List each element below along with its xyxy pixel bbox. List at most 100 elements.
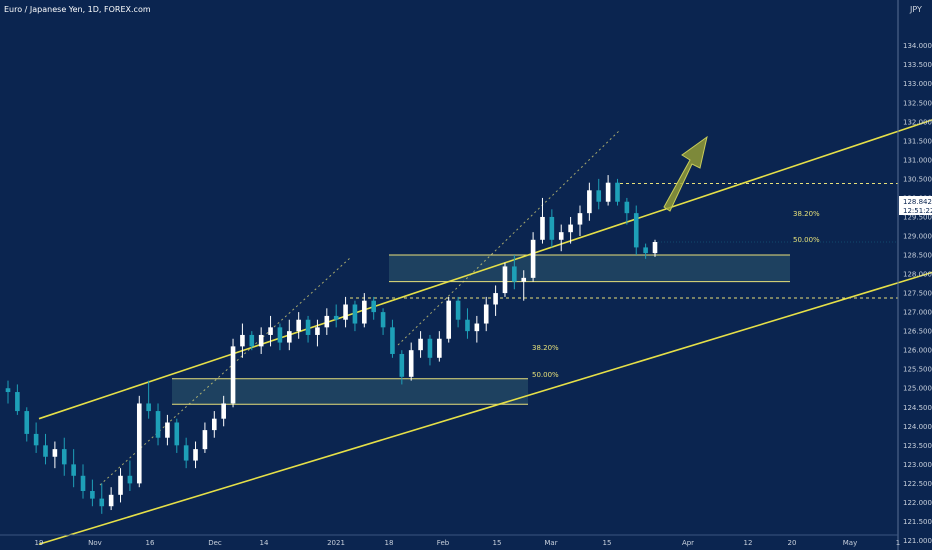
price-tick-label: 131.500 xyxy=(903,137,932,145)
candle xyxy=(15,384,20,415)
price-tick-label: 132.500 xyxy=(903,99,932,107)
price-tick-label: 132.000 xyxy=(903,118,932,126)
candle xyxy=(324,308,330,335)
candle xyxy=(605,175,611,206)
price-tick-label: 122.500 xyxy=(903,480,932,488)
price-tick-label: 133.500 xyxy=(903,61,932,69)
time-tick-label: Feb xyxy=(437,539,450,547)
fib-label-lower-382: 38.20% xyxy=(532,344,559,352)
candle xyxy=(483,296,489,332)
price-tick-label: 130.500 xyxy=(903,175,932,183)
candle xyxy=(24,407,30,442)
candle xyxy=(624,197,630,225)
candle xyxy=(399,350,405,385)
time-tick-label: 15 xyxy=(493,539,502,547)
candle xyxy=(240,323,245,358)
fib-label-lower-500: 50.00% xyxy=(532,371,559,379)
candle xyxy=(287,319,292,351)
time-tick-label: Nov xyxy=(88,539,102,547)
candle xyxy=(108,487,114,511)
time-tick-label: 18 xyxy=(385,539,394,547)
candle xyxy=(315,319,320,347)
price-tick-label: 125.500 xyxy=(903,366,932,374)
candle xyxy=(568,216,573,244)
candle xyxy=(427,334,433,366)
price-tick-label: 128.500 xyxy=(903,252,932,260)
chart-title: Euro / Japanese Yen, 1D, FOREX.com xyxy=(4,5,151,14)
candle xyxy=(493,285,498,316)
fib-label-upper-500: 50.00% xyxy=(793,236,820,244)
price-tick-label: 124.500 xyxy=(903,404,932,412)
candle xyxy=(305,315,311,343)
price-axis[interactable]: 121.000 121.500 122.000 122.500 123.000 123.5… xyxy=(897,0,932,550)
candle xyxy=(268,315,273,347)
candle xyxy=(371,296,376,320)
candle xyxy=(587,182,592,221)
candle xyxy=(549,209,555,248)
candle xyxy=(71,449,76,488)
time-tick-label: 2021 xyxy=(327,539,345,547)
candle xyxy=(455,296,461,328)
candle xyxy=(465,308,470,339)
price-tick-label: 134.000 xyxy=(903,42,932,50)
channel-lower-line xyxy=(38,271,932,546)
time-axis[interactable]: 19 Nov 16 Dec 14 2021 18 Feb 15 Mar 15 Apr 12 20 May 1 xyxy=(0,534,900,547)
candle xyxy=(558,224,564,252)
candle xyxy=(446,296,452,343)
candle xyxy=(33,422,39,453)
price-tick-label: 131.000 xyxy=(903,156,932,164)
candle xyxy=(577,205,583,236)
time-tick-label: Apr xyxy=(682,539,694,547)
candle xyxy=(502,262,508,297)
price-tick-label: 126.500 xyxy=(903,328,932,336)
forecast-arrow xyxy=(663,135,708,212)
candle xyxy=(61,437,67,476)
price-tick-label: 127.500 xyxy=(903,290,932,298)
price-tick-label: 121.000 xyxy=(903,537,932,545)
price-tick-label: 123.500 xyxy=(903,442,932,450)
time-tick-label: 14 xyxy=(260,539,269,547)
candle xyxy=(643,243,648,259)
candle xyxy=(118,468,123,503)
candle xyxy=(52,441,58,469)
time-tick-label: 1 xyxy=(896,539,900,547)
price-tick-label: 121.500 xyxy=(903,518,932,526)
candle xyxy=(127,460,133,492)
candle xyxy=(80,464,86,499)
candle xyxy=(343,296,348,328)
candle xyxy=(43,433,48,465)
candle xyxy=(146,380,151,419)
price-tick-label: 125.000 xyxy=(903,385,932,393)
candle xyxy=(333,304,339,328)
candle xyxy=(221,395,226,427)
candle xyxy=(155,403,161,446)
candle xyxy=(390,319,395,358)
candle xyxy=(596,178,602,210)
price-tick-label: 129.500 xyxy=(903,213,932,221)
time-tick-label: 20 xyxy=(788,539,797,547)
candle xyxy=(362,293,367,328)
fib-zone xyxy=(389,255,790,282)
fib-swing-line xyxy=(397,129,621,346)
candle xyxy=(512,255,517,290)
horizontal-levels xyxy=(99,129,898,486)
price-tick-label: 133.000 xyxy=(903,80,932,88)
candle xyxy=(230,338,236,408)
price-tick-label: 126.000 xyxy=(903,347,932,355)
price-tick-label: 129.000 xyxy=(903,232,932,240)
candle xyxy=(258,327,264,354)
candle xyxy=(652,239,658,257)
candle xyxy=(99,483,105,514)
time-tick-label: Mar xyxy=(544,539,557,547)
time-tick-label: 19 xyxy=(35,539,44,547)
fib-zone xyxy=(172,378,528,405)
candle xyxy=(540,197,545,244)
last-price: 128.842 xyxy=(903,198,932,206)
price-tick-label: 123.000 xyxy=(903,461,932,469)
price-tick-label: 128.000 xyxy=(903,271,932,279)
candle xyxy=(418,331,423,358)
candle xyxy=(408,342,414,381)
candle xyxy=(136,395,142,488)
candle xyxy=(165,414,170,446)
